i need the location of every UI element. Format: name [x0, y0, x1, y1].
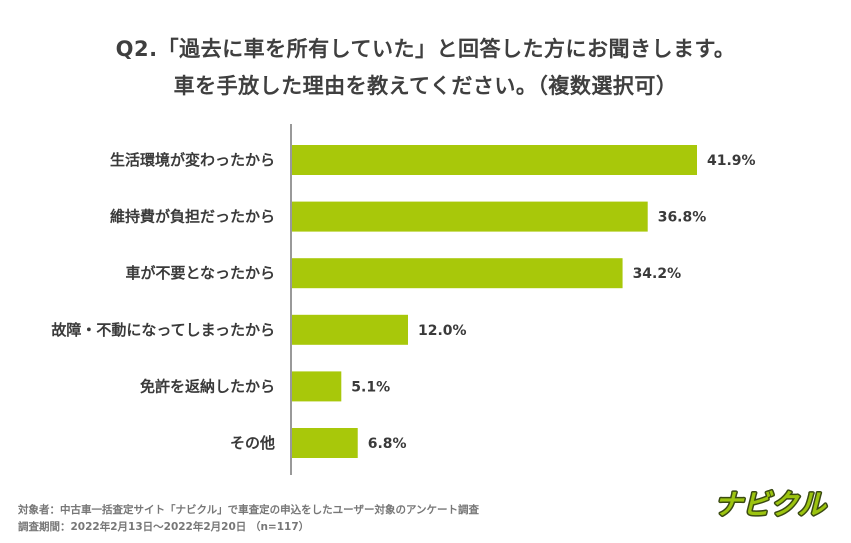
- category-label: 生活環境が変わったから: [110, 151, 275, 169]
- navikuru-logo: ナビクル: [713, 487, 829, 523]
- value-label: 36.8%: [658, 210, 707, 226]
- value-label: 5.1%: [351, 379, 390, 395]
- bar: [292, 201, 648, 232]
- value-label: 41.9%: [707, 153, 756, 169]
- chart-title-line1: Q2.「過去に車を所有していた」と回答した方にお聞きします。: [115, 37, 736, 61]
- bar: [292, 145, 697, 175]
- value-label: 34.2%: [633, 266, 682, 282]
- category-label: 車が不要となったから: [125, 264, 275, 282]
- bar: [292, 371, 342, 402]
- chart-title-line2: 車を手放した理由を教えてください。（複数選択可）: [173, 74, 678, 98]
- footer-survey-period: 調査期間：2022年2月13日〜2022年2月20日 （n=117）: [18, 521, 310, 533]
- logo-wordmark: ナビクル: [714, 488, 827, 521]
- footer-survey-target: 対象者：中古車一括査定サイト「ナビクル」で車査定の申込をしたユーザー対象のアンケ…: [18, 504, 480, 516]
- category-label: 維持費が負担だったから: [110, 208, 275, 226]
- value-label: 6.8%: [368, 436, 407, 452]
- bar: [292, 258, 623, 289]
- bar: [292, 314, 408, 345]
- category-label: 免許を返納したから: [140, 377, 275, 395]
- category-label: 故障・不動になってしまったから: [51, 321, 275, 339]
- category-label: その他: [230, 434, 275, 452]
- value-label: 12.0%: [418, 323, 467, 339]
- bar: [292, 428, 358, 458]
